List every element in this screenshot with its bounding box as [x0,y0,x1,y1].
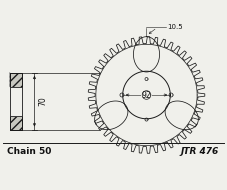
Bar [10,116,22,130]
Text: 10.5: 10.5 [167,25,183,30]
Text: 70: 70 [38,96,47,106]
Bar [10,87,22,116]
Bar [10,73,22,87]
Text: Chain 50: Chain 50 [7,147,51,156]
Text: 92: 92 [142,90,151,100]
Text: JTR 476: JTR 476 [180,147,219,156]
Bar [10,73,22,87]
